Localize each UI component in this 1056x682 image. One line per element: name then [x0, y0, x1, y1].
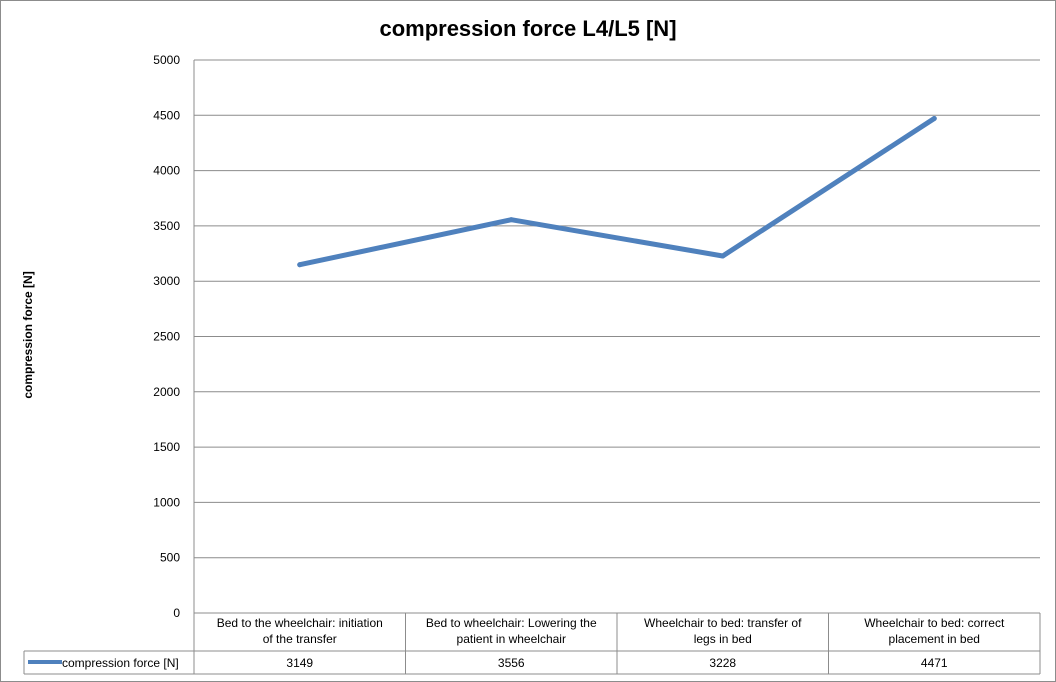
- data-table-value: 3228: [709, 656, 736, 670]
- category-label-line: patient in wheelchair: [457, 632, 566, 646]
- y-tick-label: 2000: [153, 385, 180, 399]
- category-label-line: Bed to the wheelchair: initiation: [217, 616, 383, 630]
- y-tick-label: 4000: [153, 164, 180, 178]
- y-tick-label: 500: [160, 551, 180, 565]
- category-label-line: Wheelchair to bed: correct: [864, 616, 1005, 630]
- y-tick-label: 1500: [153, 440, 180, 454]
- y-tick-label: 2500: [153, 330, 180, 344]
- category-label: Wheelchair to bed: transfer of legs in be…: [644, 616, 802, 646]
- gridlines: [193, 59, 1040, 614]
- category-label: Bed to wheelchair: Lowering the patient i…: [426, 616, 597, 646]
- y-tick-label: 3500: [153, 219, 180, 233]
- data-table-value: 4471: [921, 656, 948, 670]
- category-label-line: Wheelchair to bed: transfer of: [644, 616, 802, 630]
- y-axis-label: compression force [N]: [21, 271, 35, 398]
- data-point: [297, 262, 303, 268]
- data-point: [931, 116, 937, 122]
- y-tick-label: 4500: [153, 108, 180, 122]
- category-label: Wheelchair to bed: correct placement in b…: [864, 616, 1005, 646]
- category-label-line: placement in bed: [889, 632, 980, 646]
- data-table-value: 3556: [498, 656, 525, 670]
- data-point: [720, 253, 726, 259]
- data-point: [508, 217, 514, 223]
- y-tick-label: 0: [173, 606, 180, 620]
- data-table-value: 3149: [286, 656, 313, 670]
- category-label-line: Bed to wheelchair: Lowering the: [426, 616, 597, 630]
- category-label: Bed to the wheelchair: initiation of the …: [217, 616, 383, 646]
- chart-title: compression force L4/L5 [N]: [379, 16, 676, 41]
- legend-label: compression force [N]: [62, 656, 179, 670]
- series-line-group: [297, 116, 937, 268]
- data-table: Bed to the wheelchair: initiation of the …: [23, 612, 1041, 675]
- category-label-line: of the transfer: [263, 632, 337, 646]
- series-line: [297, 116, 937, 268]
- y-tick-labels: 0 500 1000 1500 2000 2500 3000 3500 4000 4500 5000: [153, 53, 180, 620]
- category-label-line: legs in bed: [694, 632, 752, 646]
- y-tick-label: 1000: [153, 495, 180, 509]
- y-tick-label: 5000: [153, 53, 180, 67]
- y-tick-label: 3000: [153, 274, 180, 288]
